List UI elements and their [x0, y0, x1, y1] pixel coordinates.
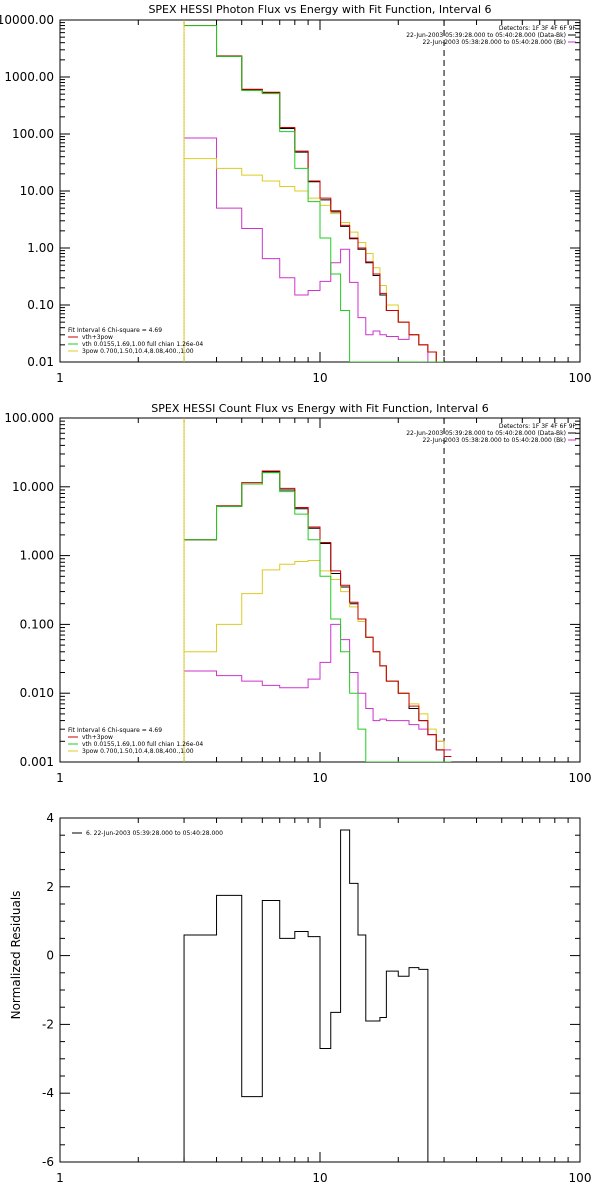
- x-tick-label: 10: [312, 371, 327, 385]
- series-step-line: [184, 470, 452, 758]
- series-step-line: [184, 25, 445, 362]
- y-tick-label: -4: [42, 1086, 54, 1100]
- series-step-line: [184, 623, 452, 751]
- y-tick-label: 1.00: [27, 241, 54, 255]
- y-tick-label: 1.000: [20, 549, 54, 563]
- series-step-line: [183, 829, 429, 1162]
- legend-bottomleft-entry: Fit Interval 6 Chi-square = 4.69: [68, 727, 162, 734]
- legend-topright-entry: Detectors: 1F 3F 4F 6F 9F: [499, 423, 577, 430]
- series-step-line: [184, 559, 452, 758]
- residuals-panel: Normalized Residuals 1 10 100 4 2 0 -2 -4 -6 6. 2…: [9, 811, 591, 1185]
- plot-frame: [59, 417, 581, 763]
- legend-topleft-entry: 6. 22-Jun-2003 05:39:28.000 to 05:40:28.…: [86, 830, 223, 837]
- x-tick-label: 1: [56, 1171, 64, 1185]
- residuals-ylabel: Normalized Residuals: [9, 891, 23, 1020]
- x-tick-label: 100: [569, 1171, 592, 1185]
- legend-topright-entry: 22-Jun-2003 05:39:28.000 to 05:40:28.000…: [406, 32, 566, 39]
- legend-topright-entry: 22-Jun-2003 05:38:28.000 to 05:40:28.000…: [423, 39, 566, 46]
- x-tick-label: 1: [56, 371, 64, 385]
- legend-bottomleft-entry: 3pow 0.700,1.50,10.4,8.08,400.,1.00: [82, 748, 194, 755]
- y-tick-label: 100.00: [12, 127, 54, 141]
- legend-bottomleft-entry: 3pow 0.700,1.50,10.4,8.08,400.,1.00: [82, 348, 194, 355]
- y-tick-label: 10000.00: [0, 13, 54, 27]
- y-tick-label: 0.100: [20, 617, 54, 631]
- y-tick-label: 4: [46, 811, 54, 825]
- legend-bottomleft-entry: vth+3pow: [82, 334, 113, 341]
- photon-flux-title: SPEX HESSI Photon Flux vs Energy with Fi…: [148, 3, 491, 16]
- y-tick-label: 10.00: [20, 184, 54, 198]
- legend-bottomleft-entry: vth 0.0155,1.69,1.00 full chian 1.26e-04: [82, 741, 203, 748]
- legend-bottomleft-entry: vth 0.0155,1.69,1.00 full chian 1.26e-04: [82, 341, 203, 348]
- y-tick-label: 0.001: [20, 755, 54, 769]
- legend-bottomleft-entry: vth+3pow: [82, 734, 113, 741]
- series-step-line: [184, 471, 452, 758]
- y-tick-label: 2: [46, 880, 54, 894]
- x-tick-label: 100: [569, 771, 592, 785]
- y-tick-label: 100.000: [4, 411, 54, 425]
- legend-topright-entry: Detectors: 1F 3F 4F 6F 9F: [499, 25, 577, 32]
- count-flux-panel: SPEX HESSI Count Flux vs Energy with Fit…: [4, 402, 591, 785]
- photon-flux-panel: SPEX HESSI Photon Flux vs Energy with Fi…: [0, 3, 591, 385]
- x-tick-label: 10: [312, 771, 327, 785]
- series-step-line: [184, 158, 445, 362]
- y-tick-label: -2: [42, 1017, 54, 1031]
- y-tick-label: 1000.00: [4, 70, 54, 84]
- count-flux-title: SPEX HESSI Count Flux vs Energy with Fit…: [151, 402, 488, 415]
- series-step-line: [184, 137, 445, 362]
- x-tick-label: 10: [312, 1171, 327, 1185]
- y-tick-label: 0.10: [27, 298, 54, 312]
- series-step-line: [184, 25, 445, 362]
- y-tick-label: 0.01: [27, 355, 54, 369]
- y-tick-label: 0.010: [20, 686, 54, 700]
- series-step-line: [184, 472, 452, 762]
- y-tick-label: -6: [42, 1155, 54, 1169]
- y-tick-label: 0: [46, 949, 54, 963]
- x-tick-label: 100: [569, 371, 592, 385]
- x-tick-label: 1: [56, 771, 64, 785]
- legend-topright-entry: 22-Jun-2003 05:39:28.000 to 05:40:28.000…: [406, 430, 566, 437]
- legend-bottomleft-entry: Fit Interval 6 Chi-square = 4.69: [68, 327, 162, 334]
- y-tick-label: 10.000: [12, 480, 54, 494]
- series-step-line: [184, 25, 445, 362]
- legend-topright-entry: 22-Jun-2003 05:38:28.000 to 05:40:28.000…: [423, 437, 566, 444]
